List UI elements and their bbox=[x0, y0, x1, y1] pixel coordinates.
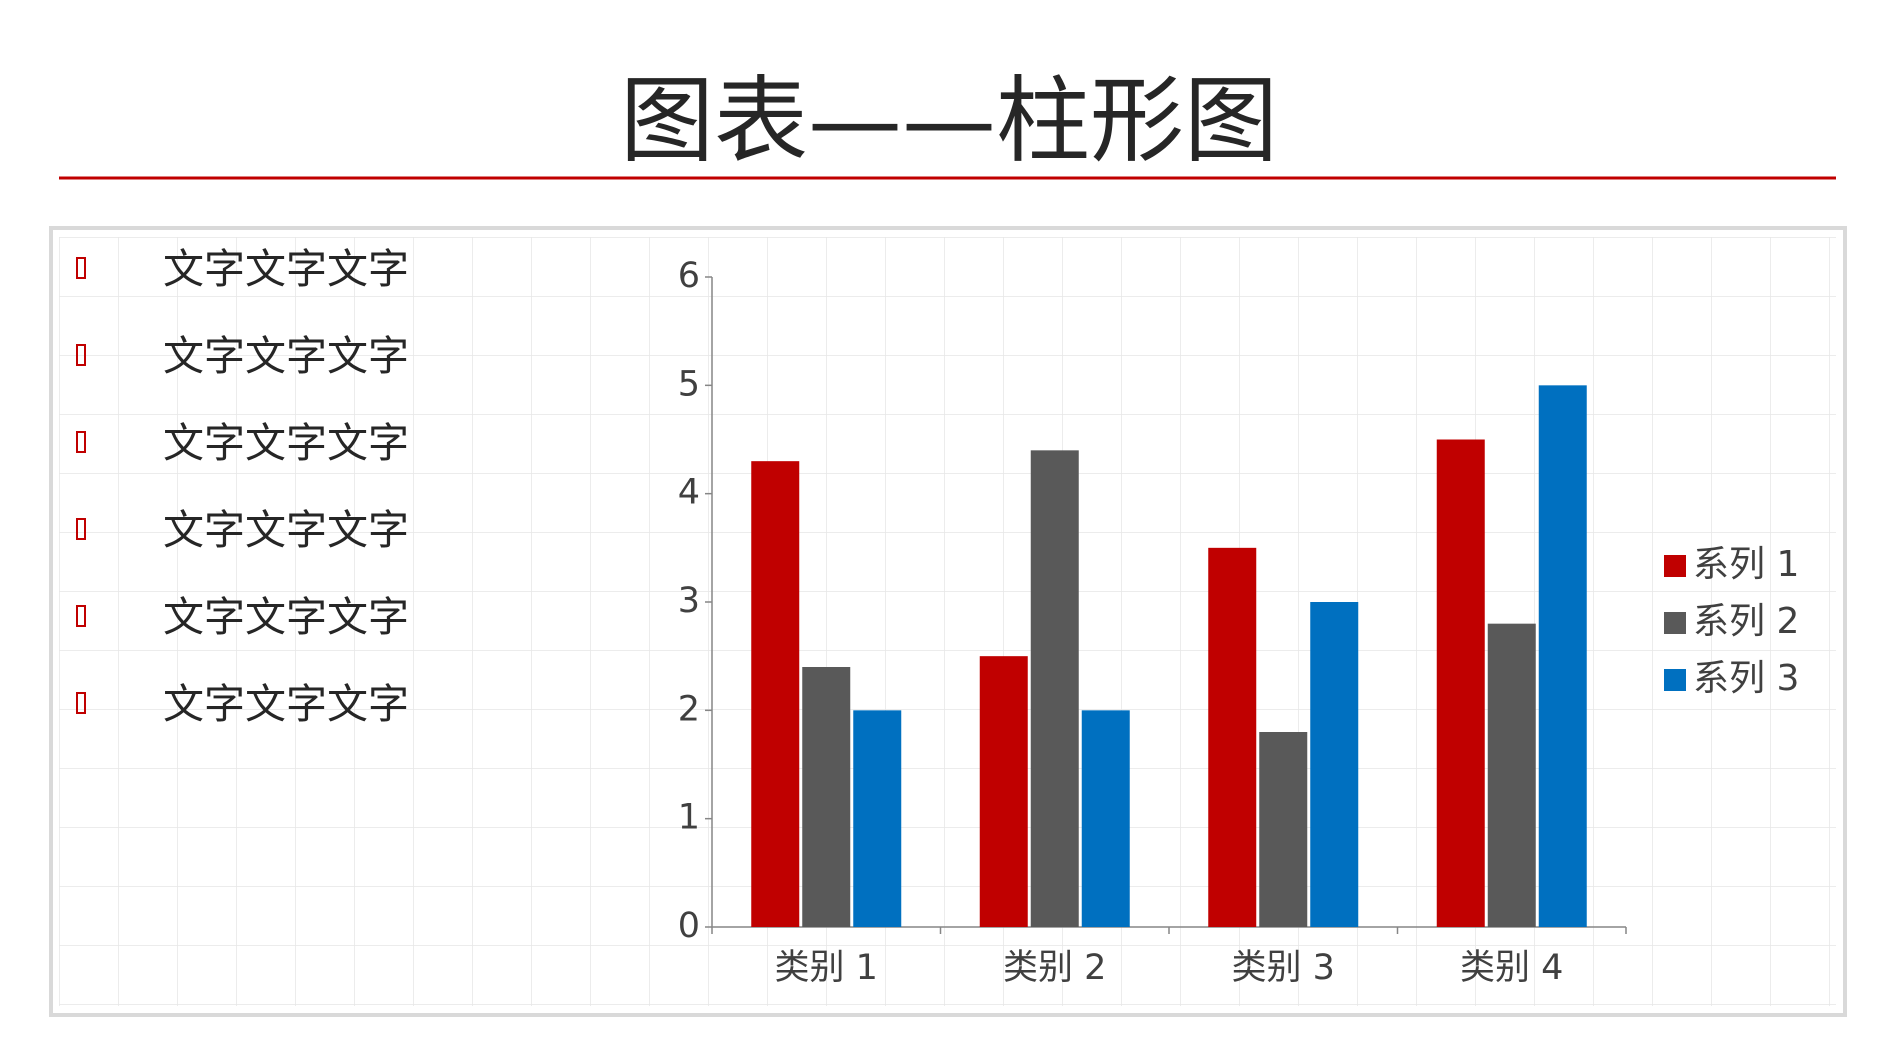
bullet-icon bbox=[76, 344, 86, 366]
bullet-text: 文字文字文字 bbox=[163, 506, 409, 554]
bar bbox=[751, 461, 800, 927]
y-tick-label: 5 bbox=[678, 364, 700, 404]
bar bbox=[1030, 450, 1079, 927]
bullet-icon bbox=[76, 257, 86, 279]
y-tick-label: 2 bbox=[678, 689, 700, 729]
y-tick-label: 1 bbox=[678, 798, 700, 838]
bullet-icon bbox=[76, 605, 86, 627]
bar bbox=[1487, 623, 1536, 927]
bullet-text: 文字文字文字 bbox=[163, 332, 409, 380]
legend-label: 系列 1 bbox=[1693, 544, 1799, 585]
bullet-icon bbox=[76, 431, 86, 453]
bar bbox=[1081, 710, 1130, 927]
bar bbox=[1310, 602, 1359, 927]
bullet-text: 文字文字文字 bbox=[163, 245, 409, 293]
x-tick-label: 类别 3 bbox=[1232, 948, 1335, 988]
legend-swatch bbox=[1664, 612, 1686, 634]
bar bbox=[979, 656, 1028, 927]
y-tick-label: 3 bbox=[678, 581, 700, 621]
bullet-text: 文字文字文字 bbox=[163, 419, 409, 467]
bar bbox=[1259, 732, 1308, 927]
x-tick-label: 类别 1 bbox=[775, 948, 878, 988]
chart: 0 1 2 3 4 5 6 类别 1 类别 2 类别 3 类别 4 系列 1 系列 2 系列 3 bbox=[678, 256, 1800, 988]
legend-swatch bbox=[1664, 555, 1686, 577]
page-title: 图表——柱形图 bbox=[620, 67, 1278, 176]
bar bbox=[1436, 439, 1485, 927]
legend-swatch bbox=[1664, 669, 1686, 691]
bullet-text: 文字文字文字 bbox=[163, 680, 409, 728]
bar bbox=[1538, 385, 1587, 927]
y-tick-label: 4 bbox=[678, 473, 700, 513]
y-tick-label: 0 bbox=[678, 906, 700, 946]
x-tick-label: 类别 2 bbox=[1003, 948, 1106, 988]
bar bbox=[802, 667, 851, 927]
bullet-text: 文字文字文字 bbox=[163, 593, 409, 641]
bar bbox=[853, 710, 902, 927]
bar bbox=[1208, 547, 1257, 927]
y-tick-label: 6 bbox=[678, 256, 700, 296]
legend-label: 系列 3 bbox=[1693, 658, 1799, 699]
bullet-icon bbox=[76, 518, 86, 540]
x-tick-label: 类别 4 bbox=[1460, 948, 1563, 988]
bullet-icon bbox=[76, 692, 86, 714]
legend-label: 系列 2 bbox=[1693, 601, 1799, 642]
